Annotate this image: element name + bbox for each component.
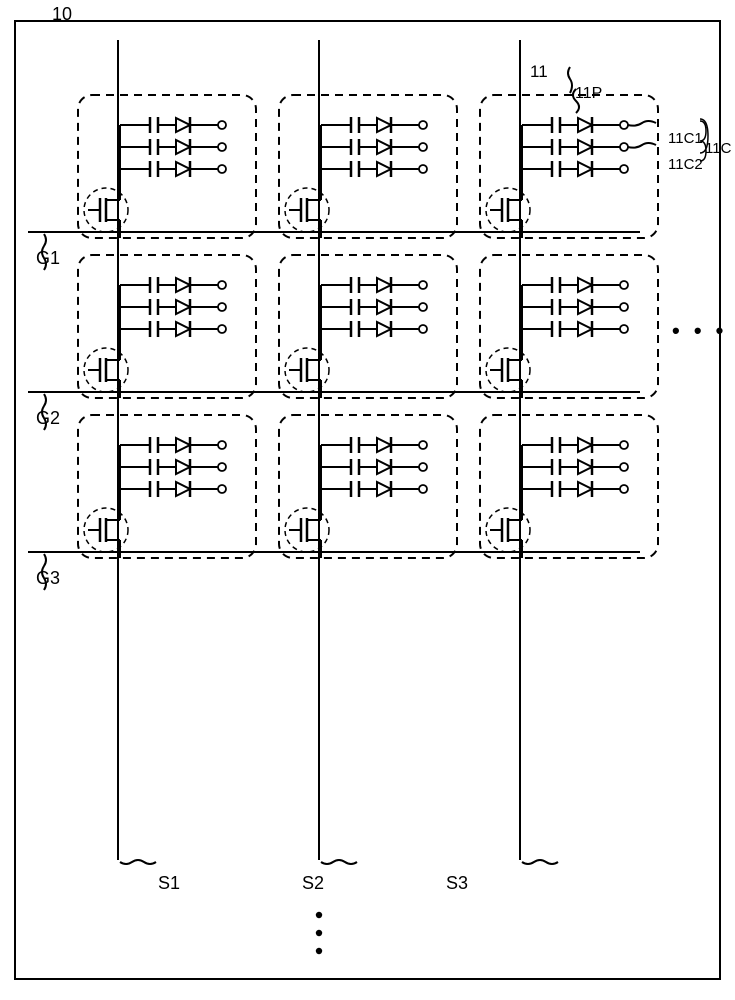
row-label-g2: G2 <box>36 408 60 429</box>
col-label-s3: S3 <box>446 873 468 894</box>
callout-11c2: 11C2 <box>668 156 703 173</box>
callout-11p: 11P <box>575 85 602 103</box>
diagram-svg <box>0 0 735 1000</box>
row-label-g1: G1 <box>36 248 60 269</box>
ellipsis-horizontal: • • • <box>672 318 727 344</box>
col-label-s2: S2 <box>302 873 324 894</box>
callout-11: 11 <box>530 62 548 82</box>
row-label-g3: G3 <box>36 568 60 589</box>
callout-11c1: 11C1 <box>668 130 703 147</box>
page: 10 G1 G2 G3 S1 S2 S3 11 11P 11C1 11C2 11… <box>0 0 735 1000</box>
col-label-s1: S1 <box>158 873 180 894</box>
callout-11c: 11C <box>705 140 731 157</box>
